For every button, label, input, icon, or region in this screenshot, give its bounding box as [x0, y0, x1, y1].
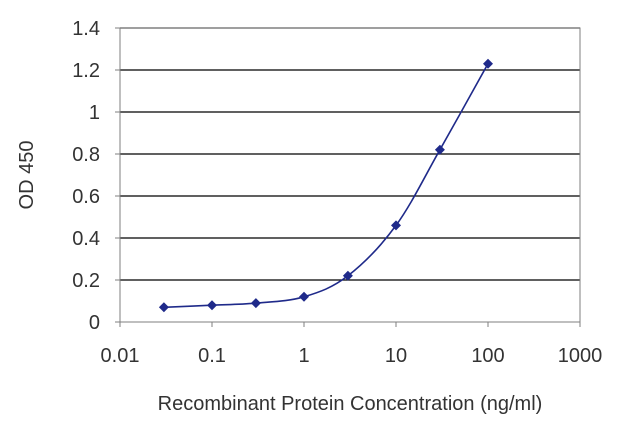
series-line	[163, 63, 489, 309]
x-tick-label: 1000	[558, 345, 603, 367]
x-tick-labels: 0.01 0.1 1 10 100 1000	[101, 345, 603, 367]
gridlines	[120, 27, 580, 281]
data-point	[434, 144, 445, 155]
y-axis-title: OD 450	[16, 141, 38, 210]
y-tick-label: 1.2	[72, 60, 100, 82]
y-tick-label: 0.8	[72, 144, 100, 166]
data-point	[207, 300, 217, 311]
x-tick-label: 10	[385, 345, 407, 367]
x-axis-title: Recombinant Protein Concentration (ng/ml…	[158, 393, 543, 415]
data-series	[158, 58, 493, 313]
data-point	[483, 58, 493, 69]
x-tick-label: 100	[471, 345, 504, 367]
data-point	[158, 302, 169, 313]
y-tick-label: 1	[89, 102, 100, 124]
x-tick-label: 1	[298, 345, 309, 367]
x-tick-label: 0.1	[198, 345, 226, 367]
plot-frame	[119, 27, 581, 323]
data-point	[342, 270, 353, 281]
y-tick-label: 0.4	[72, 228, 100, 250]
data-point	[299, 291, 309, 302]
x-tick-label: 0.01	[101, 345, 140, 367]
y-tick-label: 0	[89, 312, 100, 334]
y-tick-label: 1.4	[72, 18, 100, 40]
y-tick-labels: 0 0.2 0.4 0.6 0.8 1 1.2 1.4	[72, 18, 100, 334]
y-tick-label: 0.6	[72, 186, 100, 208]
data-point	[250, 298, 261, 309]
data-point	[391, 220, 401, 231]
axes	[115, 27, 581, 327]
y-tick-label: 0.2	[72, 270, 100, 292]
